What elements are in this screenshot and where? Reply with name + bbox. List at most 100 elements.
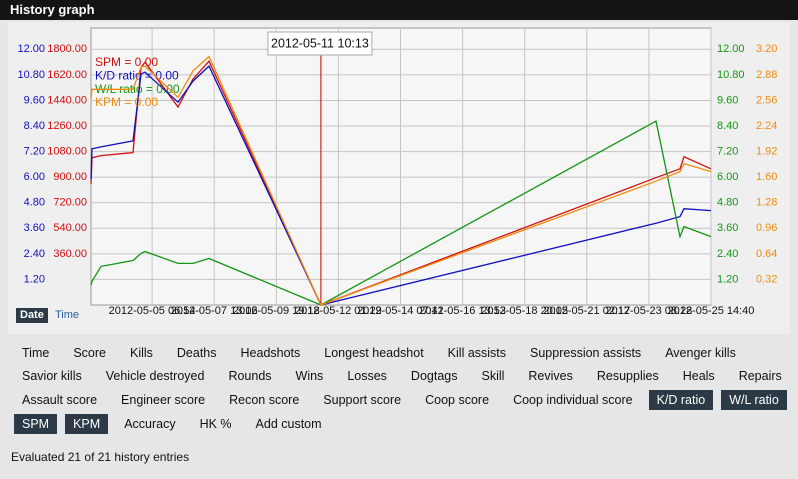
button-row: SPM KPM Accuracy HK % Add custom: [14, 412, 784, 436]
y-tick-label: 10.80: [717, 69, 745, 81]
metric-button[interactable]: Wins: [295, 369, 324, 384]
y-tick-label: 9.60: [24, 94, 45, 106]
y-tick-label: 3.60: [24, 222, 45, 234]
date-toggle[interactable]: Date: [16, 308, 48, 323]
metric-button[interactable]: HK %: [199, 416, 232, 431]
y-tick-label: 12.00: [17, 43, 45, 55]
tooltip-text: 2012-05-11 10:13: [271, 36, 369, 50]
metric-button[interactable]: Support score: [323, 392, 402, 407]
metric-button[interactable]: Assault score: [22, 392, 98, 407]
metric-button[interactable]: Resupplies: [596, 369, 659, 384]
y-tick-label: 2.88: [756, 69, 777, 81]
metric-button[interactable]: Savior kills: [22, 369, 82, 384]
metric-button[interactable]: Engineer score: [121, 392, 206, 407]
y-tick-label: 360.00: [53, 248, 87, 260]
y-tick-label: 9.60: [717, 94, 738, 106]
series-line: [90, 120, 712, 306]
metric-button[interactable]: Kill assists: [447, 345, 507, 360]
legend-entry: W/L ratio = 0.00: [95, 82, 180, 96]
status-text: Evaluated 21 of 21 history entries: [11, 450, 190, 464]
title-bar: History graph: [0, 0, 798, 20]
y-tick-label: 8.40: [717, 120, 738, 132]
metric-button[interactable]: Recon score: [229, 392, 300, 407]
y-tick-label: 0.32: [756, 273, 777, 285]
x-tick-label: 2012-05-23 08:28: [605, 305, 692, 317]
y-tick-label: 3.60: [717, 222, 738, 234]
y-tick-label: 6.00: [24, 171, 45, 183]
y-tick-label: 540.00: [53, 222, 87, 234]
metric-button[interactable]: K/D ratio: [648, 389, 714, 410]
metric-button[interactable]: Suppression assists: [530, 345, 642, 360]
x-tick-label: 2012-05-09 19:18: [233, 305, 320, 317]
y-tick-label: 1.60: [756, 171, 777, 183]
metric-button[interactable]: SPM: [14, 413, 58, 434]
plot-area: [90, 27, 712, 306]
metric-button[interactable]: Dogtags: [410, 369, 458, 384]
metric-button[interactable]: Score: [73, 345, 106, 360]
y-tick-label: 1260.00: [47, 120, 87, 132]
y-tick-label: 1080.00: [47, 145, 87, 157]
y-tick-label: 0.64: [756, 248, 777, 260]
metric-button[interactable]: Headshots: [240, 345, 301, 360]
y-tick-label: 2.56: [756, 94, 777, 106]
metric-button[interactable]: Add custom: [255, 416, 322, 431]
y-tick-label: 4.80: [24, 197, 45, 209]
y-tick-label: 6.00: [717, 171, 738, 183]
y-tick-label: 2.24: [756, 120, 777, 132]
metric-button[interactable]: Longest headshot: [324, 345, 424, 360]
y-tick-label: 7.20: [24, 145, 45, 157]
button-panel: Time Score Kills Deaths Headshots Longest hea…: [14, 341, 787, 436]
metric-button[interactable]: Vehicle destroyed: [105, 369, 205, 384]
y-tick-label: 10.80: [17, 69, 45, 81]
x-tick-label: 2012-05-25 14:40: [668, 305, 755, 317]
x-tick-label: 2012-05-21 02:17: [543, 305, 630, 317]
metric-button[interactable]: Revives: [528, 369, 573, 384]
window-title: History graph: [10, 2, 95, 17]
metric-button[interactable]: Rounds: [228, 369, 272, 384]
y-tick-label: 1.92: [756, 145, 777, 157]
metric-button[interactable]: Skill: [481, 369, 505, 384]
metric-button[interactable]: KPM: [65, 413, 109, 434]
button-row: Assault score Engineer score Recon score Su…: [14, 388, 787, 412]
y-tick-label: 900.00: [53, 171, 87, 183]
y-tick-label: 1.28: [756, 197, 777, 209]
series-line: [90, 55, 712, 306]
x-tick-label: 2012-05-12 01:29: [295, 305, 382, 317]
metric-button[interactable]: Deaths: [176, 345, 217, 360]
y-tick-label: 7.20: [717, 145, 738, 157]
metric-button[interactable]: Coop score: [425, 392, 490, 407]
legend-entry: KPM = 0.00: [95, 95, 158, 109]
y-tick-label: 1.20: [24, 273, 45, 285]
legend-entry: K/D ratio = 0.00: [95, 68, 179, 82]
date-toggle[interactable]: Time: [55, 309, 80, 321]
y-tick-label: 4.80: [717, 197, 738, 209]
metric-button[interactable]: W/L ratio: [721, 389, 787, 410]
y-tick-label: 1.20: [717, 273, 738, 285]
metric-button[interactable]: Coop individual score: [513, 392, 633, 407]
button-row: Time Score Kills Deaths Headshots Longest hea…: [14, 341, 784, 365]
y-tick-label: 720.00: [53, 197, 87, 209]
metric-button[interactable]: Time: [22, 345, 50, 360]
metric-button[interactable]: Losses: [347, 369, 387, 384]
x-tick-label: 2012-05-05 06:54: [109, 305, 196, 317]
y-tick-label: 2.40: [717, 248, 738, 260]
metric-button[interactable]: Heals: [682, 369, 715, 384]
y-tick-label: 1800.00: [47, 43, 87, 55]
x-tick-label: 2012-05-16 13:53: [419, 305, 506, 317]
y-tick-label: 12.00: [717, 43, 745, 55]
y-tick-label: 3.20: [756, 43, 777, 55]
metric-button[interactable]: Kills: [129, 345, 153, 360]
x-tick-label: 2012-05-14 07:41: [357, 305, 444, 317]
x-tick-label: 2012-05-07 13:06: [171, 305, 258, 317]
y-tick-label: 1620.00: [47, 69, 87, 81]
metric-button[interactable]: Avenger kills: [665, 345, 736, 360]
metric-button[interactable]: Repairs: [738, 369, 782, 384]
series-line: [90, 60, 712, 306]
tooltip-box: [267, 31, 373, 56]
x-tick-label: 2012-05-18 20:05: [481, 305, 568, 317]
y-tick-label: 1440.00: [47, 94, 87, 106]
metric-button[interactable]: Accuracy: [124, 416, 176, 431]
y-tick-label: 2.40: [24, 248, 45, 260]
